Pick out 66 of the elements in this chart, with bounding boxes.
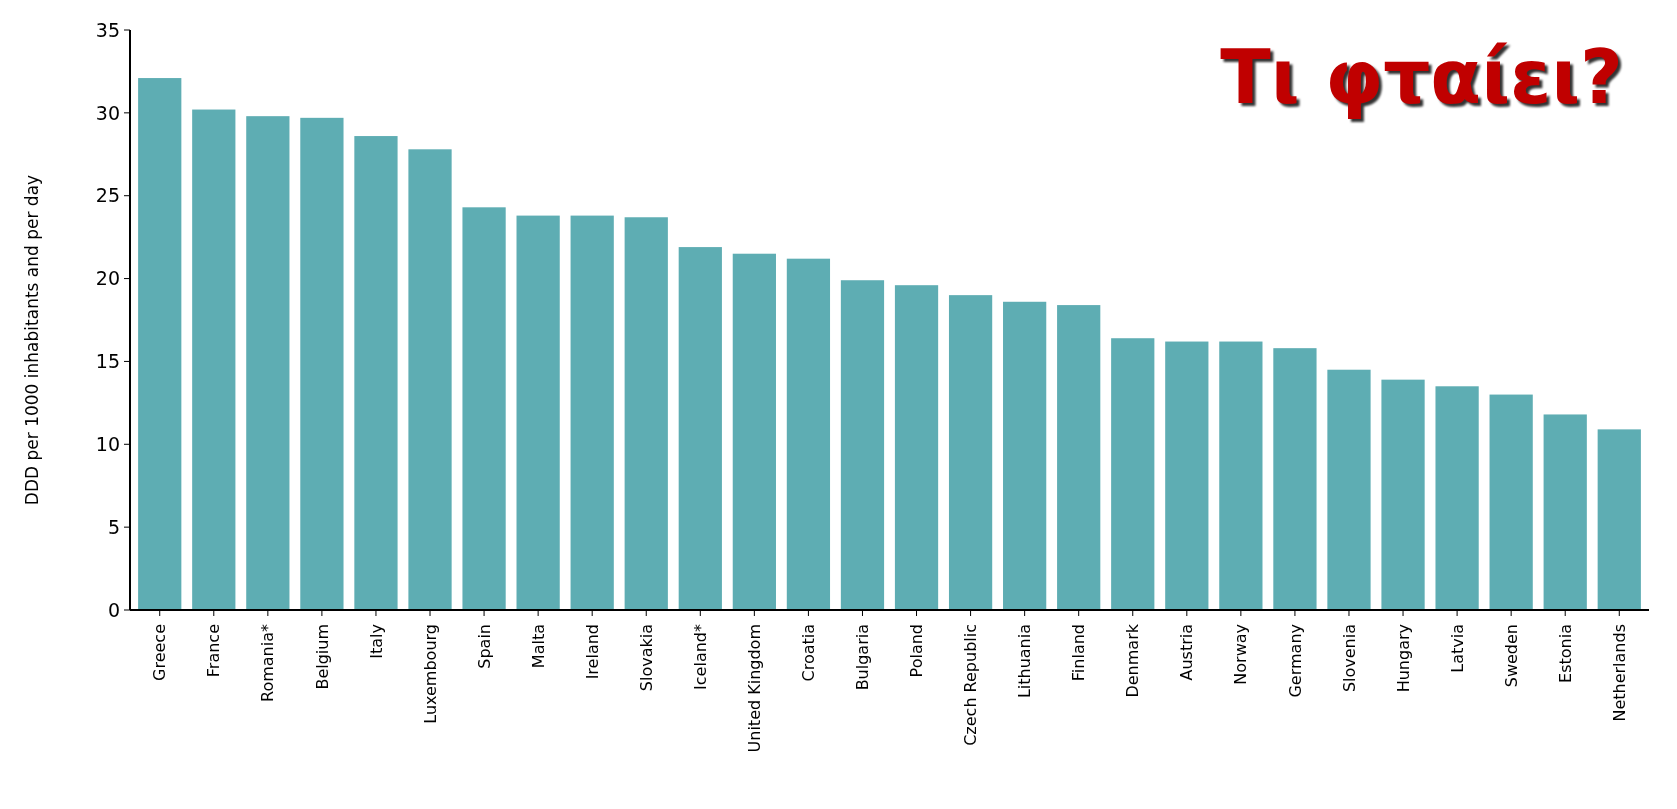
- x-tick-label: Denmark: [1123, 623, 1143, 698]
- bar: [948, 295, 993, 610]
- bar: [678, 247, 722, 610]
- x-tick-label: Croatia: [799, 624, 819, 682]
- x-tick-label: Netherlands: [1609, 624, 1629, 722]
- x-tick-label: Austria: [1177, 624, 1197, 681]
- bar: [408, 149, 452, 610]
- x-tick-label: Hungary: [1393, 624, 1413, 693]
- y-tick-label: 30: [95, 101, 120, 124]
- x-tick-label: Poland: [907, 624, 927, 678]
- bar: [354, 136, 398, 610]
- bar: [1273, 348, 1317, 610]
- bar: [786, 258, 831, 610]
- bar: [570, 215, 614, 610]
- x-tick-label: Lithuania: [1015, 624, 1035, 699]
- bar: [1111, 338, 1155, 610]
- x-tick-label: United Kingdom: [744, 624, 764, 753]
- bar: [840, 280, 885, 610]
- bar: [192, 109, 236, 610]
- x-tick-label: Czech Republic: [961, 624, 981, 746]
- x-tick-label: Norway: [1231, 624, 1251, 685]
- bar: [624, 217, 668, 610]
- y-tick-label: 25: [95, 184, 120, 207]
- y-tick-label: 20: [95, 267, 120, 290]
- x-tick-label: Luxembourg: [420, 624, 440, 724]
- y-tick-label: 15: [95, 350, 120, 373]
- bar: [1003, 301, 1047, 610]
- x-tick-label: France: [204, 624, 224, 678]
- bar: [246, 116, 290, 610]
- x-tick-label: Ireland: [582, 624, 602, 680]
- bar: [1327, 369, 1371, 610]
- x-tick-label: Belgium: [312, 624, 332, 690]
- x-tick-label: Germany: [1285, 624, 1305, 698]
- bar: [1057, 305, 1101, 610]
- y-tick-label: 10: [95, 432, 120, 455]
- x-tick-label: Slovenia: [1339, 624, 1359, 693]
- bar: [1219, 341, 1263, 610]
- bar: [894, 285, 939, 610]
- bar: [138, 78, 182, 610]
- x-tick-label: Spain: [474, 624, 494, 669]
- x-tick-label: Romania*: [258, 624, 278, 702]
- x-tick-label: Slovakia: [636, 624, 656, 692]
- bar: [462, 207, 506, 610]
- x-tick-label: Latvia: [1447, 624, 1467, 673]
- bar: [1435, 386, 1479, 610]
- x-tick-label: Finland: [1069, 624, 1089, 682]
- bar: [1381, 379, 1425, 610]
- bar: [732, 253, 776, 610]
- x-tick-label: Italy: [366, 624, 386, 659]
- y-tick-label: 5: [107, 515, 120, 538]
- y-tick-label: 0: [107, 598, 120, 621]
- y-tick-label: 35: [95, 18, 120, 41]
- x-tick-label: Sweden: [1501, 624, 1521, 688]
- bar: [300, 117, 344, 610]
- y-axis-title: DDD per 1000 inhabitants and per day: [22, 174, 42, 506]
- x-tick-label: Malta: [528, 624, 548, 669]
- bar: [1543, 414, 1587, 610]
- x-tick-label: Bulgaria: [853, 624, 873, 691]
- bar: [1165, 341, 1209, 610]
- bar: [1597, 429, 1641, 610]
- x-tick-label: Iceland*: [690, 624, 710, 690]
- chart-title: Τι φταίει?: [1220, 34, 1623, 120]
- x-tick-label: Greece: [150, 624, 170, 681]
- bar: [1489, 394, 1533, 610]
- bar: [516, 215, 560, 610]
- x-tick-label: Estonia: [1555, 624, 1575, 683]
